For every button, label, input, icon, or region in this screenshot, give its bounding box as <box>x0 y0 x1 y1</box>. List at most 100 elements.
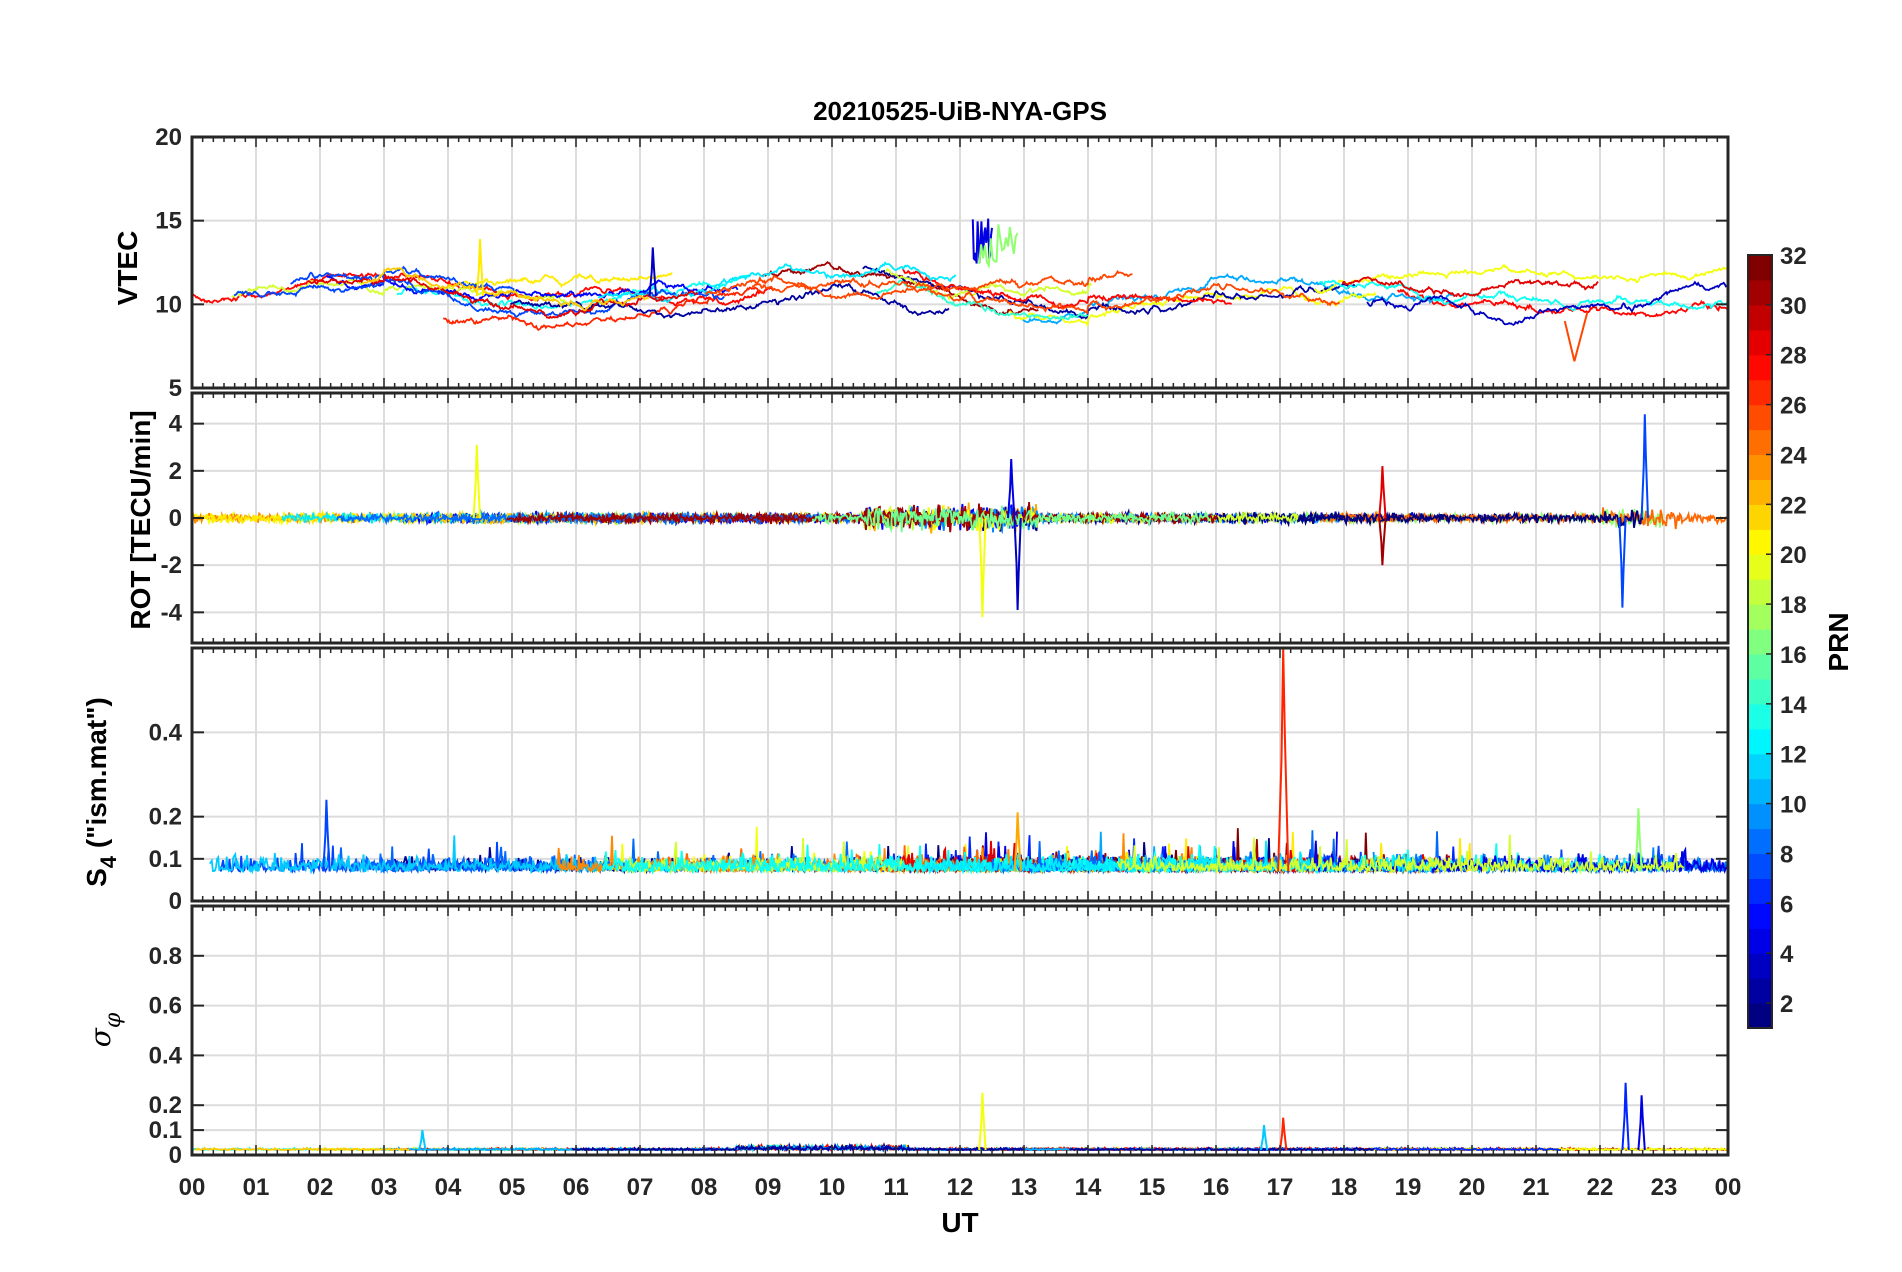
x-tick-label: 00 <box>1715 1174 1742 1201</box>
rot-ylabel: ROT [TECU/min] <box>125 410 156 629</box>
x-tick-label: 13 <box>1011 1174 1038 1201</box>
colorbar-segment <box>1748 629 1772 655</box>
colorbar-segment <box>1748 703 1772 730</box>
colorbar-segment <box>1748 653 1772 680</box>
x-tick-label: 16 <box>1203 1174 1230 1201</box>
colorbar-segment <box>1748 429 1772 456</box>
y-tick-label: 0.2 <box>149 1092 182 1119</box>
svg-text:σφ: σφ <box>84 1012 126 1047</box>
feature-trace <box>1013 517 1022 611</box>
colorbar-tick-label: 6 <box>1780 891 1793 918</box>
vtec-ylabel: VTEC <box>112 231 143 306</box>
colorbar-tick-label: 10 <box>1780 792 1807 819</box>
colorbar-segment <box>1748 529 1772 555</box>
prn-trace <box>336 510 856 526</box>
feature-trace <box>322 799 331 872</box>
colorbar-segment <box>1748 878 1772 904</box>
feature-trace <box>978 1092 987 1151</box>
feature-trace <box>1277 648 1290 872</box>
y-tick-label: 10 <box>155 291 182 318</box>
y-tick-label: 0.1 <box>149 846 182 873</box>
colorbar-tick-label: 8 <box>1780 841 1793 868</box>
x-tick-label: 20 <box>1459 1174 1486 1201</box>
colorbar-label: PRN <box>1823 612 1854 671</box>
prn-trace <box>1313 263 1728 294</box>
x-tick-label: 06 <box>563 1174 590 1201</box>
prn-trace <box>1116 834 1685 875</box>
prn-trace <box>1366 280 1728 326</box>
x-tick-label: 21 <box>1523 1174 1550 1201</box>
colorbar-tick-label: 20 <box>1780 542 1807 569</box>
x-tick-label: 00 <box>179 1174 206 1201</box>
prn-trace <box>571 1142 1026 1152</box>
feature-trace <box>978 517 987 618</box>
y-tick-label: 0 <box>169 888 182 915</box>
colorbar-tick-label: 22 <box>1780 492 1807 519</box>
colorbar-tick-label: 16 <box>1780 642 1807 669</box>
x-tick-label: 22 <box>1587 1174 1614 1201</box>
x-tick-label: 03 <box>371 1174 398 1201</box>
y-tick-label: 15 <box>155 208 182 235</box>
prn-trace <box>1068 1146 1374 1152</box>
x-axis-label: UT <box>941 1207 978 1238</box>
feature-trace <box>1634 808 1643 872</box>
colorbar-segment <box>1748 828 1772 855</box>
y-tick-label: 0.4 <box>149 1042 183 1069</box>
colorbar-segment <box>1748 1003 1772 1029</box>
colorbar-tick-label: 2 <box>1780 991 1793 1018</box>
feature-trace <box>1259 1125 1269 1151</box>
x-tick-label: 02 <box>307 1174 334 1201</box>
x-tick-label: 14 <box>1075 1174 1102 1201</box>
colorbar-segment <box>1748 304 1772 331</box>
colorbar-segment <box>1748 379 1772 406</box>
y-tick-label: 0 <box>169 1142 182 1169</box>
x-tick-label: 05 <box>499 1174 526 1201</box>
sigma-ylabel-main: σ <box>84 1027 117 1047</box>
feature-trace <box>1640 414 1649 519</box>
x-tick-label: 12 <box>947 1174 974 1201</box>
colorbar-segment <box>1748 728 1772 755</box>
colorbar-tick-label: 32 <box>1780 243 1807 270</box>
feature-trace <box>1013 812 1022 872</box>
prn-trace <box>463 272 673 289</box>
colorbar-segment <box>1748 404 1772 431</box>
s4-ylabel-sub: 4 <box>96 855 121 868</box>
feature-trace <box>1618 517 1627 608</box>
y-tick-label: -4 <box>161 599 183 626</box>
prn-trace <box>1009 285 1377 328</box>
panel-rot: -4 -2 0 2 4 <box>161 391 1730 645</box>
x-tick-label: 23 <box>1651 1174 1678 1201</box>
feature-trace <box>978 224 1019 269</box>
x-tick-label: 07 <box>627 1174 654 1201</box>
y-tick-label: 2 <box>169 458 182 485</box>
feature-trace <box>418 1129 427 1151</box>
feature-trace <box>472 444 481 519</box>
feature-trace <box>1637 1095 1646 1151</box>
y-tick-label: 0.6 <box>149 993 182 1020</box>
y-tick-label: 0 <box>169 505 182 532</box>
x-tick-label: 15 <box>1139 1174 1166 1201</box>
colorbar-segment <box>1748 678 1772 705</box>
feature-trace <box>648 247 657 297</box>
x-tick-label: 19 <box>1395 1174 1422 1201</box>
prn-trace <box>442 286 766 332</box>
feature-trace <box>1378 517 1387 566</box>
svg-text:S4 ("ism.mat"): S4 ("ism.mat") <box>81 697 121 887</box>
feature-trace <box>1279 1117 1288 1151</box>
y-tick-label: 20 <box>155 124 182 151</box>
colorbar-segment <box>1748 928 1772 954</box>
colorbar-tick-label: 4 <box>1780 941 1794 968</box>
feature-trace <box>1007 458 1016 519</box>
colorbar-segment <box>1748 479 1772 505</box>
x-tick-labels: 00 01 02 03 04 05 06 07 08 09 10 11 12 13 14 15 16 17 18 19… <box>179 1174 1742 1201</box>
colorbar-frame <box>1747 254 1773 1029</box>
feature-trace <box>971 218 993 264</box>
y-tick-label: 5 <box>169 375 182 402</box>
x-tick-label: 04 <box>435 1174 462 1201</box>
prn-trace <box>704 269 1133 300</box>
prn-trace <box>1318 279 1728 312</box>
x-tick-label: 18 <box>1331 1174 1358 1201</box>
figure-title: 20210525-UiB-NYA-GPS <box>813 96 1107 126</box>
colorbar-tick-label: 14 <box>1780 692 1807 719</box>
